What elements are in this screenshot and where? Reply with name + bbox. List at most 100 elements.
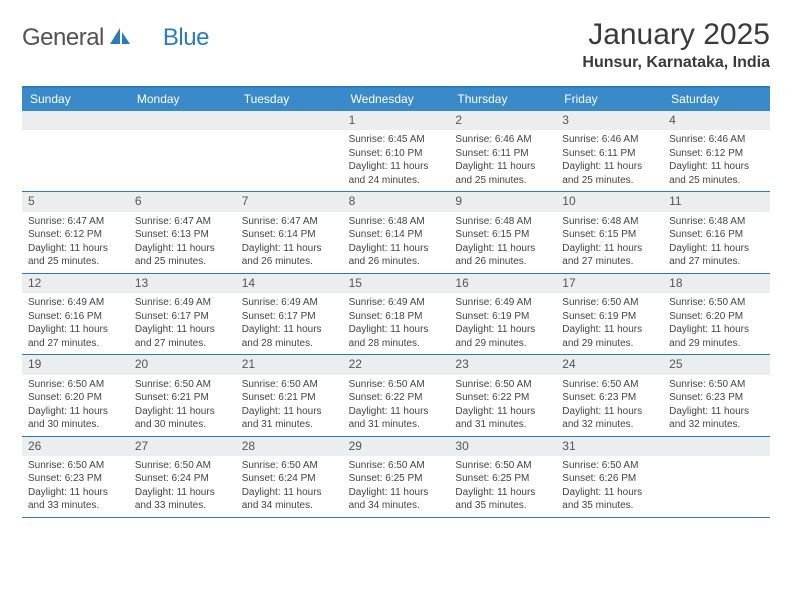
- day-sun-info: Sunrise: 6:50 AMSunset: 6:23 PMDaylight:…: [556, 375, 663, 436]
- day-number: 14: [236, 274, 343, 293]
- brand-sail-icon: [109, 26, 131, 51]
- day-number: 11: [663, 192, 770, 211]
- day-number: 13: [129, 274, 236, 293]
- brand-logo: General Blue: [22, 18, 209, 52]
- day-sun-info: Sunrise: 6:48 AMSunset: 6:15 PMDaylight:…: [556, 212, 663, 273]
- day-sun-info: Sunrise: 6:49 AMSunset: 6:19 PMDaylight:…: [449, 293, 556, 354]
- day-cell: 11Sunrise: 6:48 AMSunset: 6:16 PMDayligh…: [663, 192, 770, 272]
- week-row: 5Sunrise: 6:47 AMSunset: 6:12 PMDaylight…: [22, 192, 770, 273]
- day-cell: 12Sunrise: 6:49 AMSunset: 6:16 PMDayligh…: [22, 274, 129, 354]
- day-sun-info: Sunrise: 6:50 AMSunset: 6:24 PMDaylight:…: [129, 456, 236, 517]
- weekday-header: Friday: [556, 88, 663, 111]
- day-number: 25: [663, 355, 770, 374]
- day-sun-info: Sunrise: 6:49 AMSunset: 6:17 PMDaylight:…: [236, 293, 343, 354]
- empty-day-cell: [22, 111, 129, 191]
- day-sun-info: Sunrise: 6:50 AMSunset: 6:24 PMDaylight:…: [236, 456, 343, 517]
- day-sun-info: Sunrise: 6:50 AMSunset: 6:21 PMDaylight:…: [129, 375, 236, 436]
- day-number: [129, 111, 236, 130]
- day-number: 22: [343, 355, 450, 374]
- day-cell: 15Sunrise: 6:49 AMSunset: 6:18 PMDayligh…: [343, 274, 450, 354]
- weekday-header: Sunday: [22, 88, 129, 111]
- day-cell: 30Sunrise: 6:50 AMSunset: 6:25 PMDayligh…: [449, 437, 556, 517]
- day-number: 8: [343, 192, 450, 211]
- day-number: 19: [22, 355, 129, 374]
- day-sun-info: Sunrise: 6:46 AMSunset: 6:11 PMDaylight:…: [449, 130, 556, 191]
- day-number: 27: [129, 437, 236, 456]
- day-sun-info: Sunrise: 6:50 AMSunset: 6:26 PMDaylight:…: [556, 456, 663, 517]
- week-row: 26Sunrise: 6:50 AMSunset: 6:23 PMDayligh…: [22, 437, 770, 518]
- day-number: 30: [449, 437, 556, 456]
- day-cell: 14Sunrise: 6:49 AMSunset: 6:17 PMDayligh…: [236, 274, 343, 354]
- week-row: 1Sunrise: 6:45 AMSunset: 6:10 PMDaylight…: [22, 111, 770, 192]
- day-cell: 29Sunrise: 6:50 AMSunset: 6:25 PMDayligh…: [343, 437, 450, 517]
- day-number: 10: [556, 192, 663, 211]
- day-cell: 7Sunrise: 6:47 AMSunset: 6:14 PMDaylight…: [236, 192, 343, 272]
- calendar-table: SundayMondayTuesdayWednesdayThursdayFrid…: [22, 86, 770, 518]
- week-row: 19Sunrise: 6:50 AMSunset: 6:20 PMDayligh…: [22, 355, 770, 436]
- weekday-header: Thursday: [449, 88, 556, 111]
- day-sun-info: Sunrise: 6:50 AMSunset: 6:25 PMDaylight:…: [343, 456, 450, 517]
- day-cell: 18Sunrise: 6:50 AMSunset: 6:20 PMDayligh…: [663, 274, 770, 354]
- day-cell: 24Sunrise: 6:50 AMSunset: 6:23 PMDayligh…: [556, 355, 663, 435]
- calendar-body: 1Sunrise: 6:45 AMSunset: 6:10 PMDaylight…: [22, 111, 770, 518]
- day-sun-info: Sunrise: 6:46 AMSunset: 6:12 PMDaylight:…: [663, 130, 770, 191]
- weekday-header: Monday: [129, 88, 236, 111]
- day-cell: 27Sunrise: 6:50 AMSunset: 6:24 PMDayligh…: [129, 437, 236, 517]
- day-cell: 9Sunrise: 6:48 AMSunset: 6:15 PMDaylight…: [449, 192, 556, 272]
- day-sun-info: Sunrise: 6:48 AMSunset: 6:16 PMDaylight:…: [663, 212, 770, 273]
- weekday-header: Tuesday: [236, 88, 343, 111]
- day-number: [22, 111, 129, 130]
- day-number: 17: [556, 274, 663, 293]
- day-cell: 28Sunrise: 6:50 AMSunset: 6:24 PMDayligh…: [236, 437, 343, 517]
- day-sun-info: Sunrise: 6:50 AMSunset: 6:23 PMDaylight:…: [663, 375, 770, 436]
- day-sun-info: Sunrise: 6:47 AMSunset: 6:14 PMDaylight:…: [236, 212, 343, 273]
- month-title: January 2025: [582, 18, 770, 52]
- day-sun-info: Sunrise: 6:49 AMSunset: 6:18 PMDaylight:…: [343, 293, 450, 354]
- day-cell: 22Sunrise: 6:50 AMSunset: 6:22 PMDayligh…: [343, 355, 450, 435]
- day-number: 20: [129, 355, 236, 374]
- day-cell: 3Sunrise: 6:46 AMSunset: 6:11 PMDaylight…: [556, 111, 663, 191]
- day-number: 15: [343, 274, 450, 293]
- day-number: 2: [449, 111, 556, 130]
- empty-day-cell: [129, 111, 236, 191]
- day-number: 18: [663, 274, 770, 293]
- week-row: 12Sunrise: 6:49 AMSunset: 6:16 PMDayligh…: [22, 274, 770, 355]
- day-sun-info: Sunrise: 6:49 AMSunset: 6:17 PMDaylight:…: [129, 293, 236, 354]
- weekday-header: Wednesday: [343, 88, 450, 111]
- day-sun-info: Sunrise: 6:50 AMSunset: 6:21 PMDaylight:…: [236, 375, 343, 436]
- day-cell: 19Sunrise: 6:50 AMSunset: 6:20 PMDayligh…: [22, 355, 129, 435]
- day-sun-info: Sunrise: 6:45 AMSunset: 6:10 PMDaylight:…: [343, 130, 450, 191]
- day-number: [236, 111, 343, 130]
- day-cell: 8Sunrise: 6:48 AMSunset: 6:14 PMDaylight…: [343, 192, 450, 272]
- day-cell: 13Sunrise: 6:49 AMSunset: 6:17 PMDayligh…: [129, 274, 236, 354]
- day-cell: 1Sunrise: 6:45 AMSunset: 6:10 PMDaylight…: [343, 111, 450, 191]
- day-cell: 5Sunrise: 6:47 AMSunset: 6:12 PMDaylight…: [22, 192, 129, 272]
- day-number: 7: [236, 192, 343, 211]
- day-number: 1: [343, 111, 450, 130]
- day-cell: 16Sunrise: 6:49 AMSunset: 6:19 PMDayligh…: [449, 274, 556, 354]
- day-number: 21: [236, 355, 343, 374]
- day-sun-info: Sunrise: 6:50 AMSunset: 6:19 PMDaylight:…: [556, 293, 663, 354]
- day-number: 16: [449, 274, 556, 293]
- day-sun-info: Sunrise: 6:50 AMSunset: 6:22 PMDaylight:…: [343, 375, 450, 436]
- day-cell: 6Sunrise: 6:47 AMSunset: 6:13 PMDaylight…: [129, 192, 236, 272]
- day-sun-info: Sunrise: 6:48 AMSunset: 6:14 PMDaylight:…: [343, 212, 450, 273]
- title-block: January 2025 Hunsur, Karnataka, India: [582, 18, 770, 72]
- day-number: 3: [556, 111, 663, 130]
- weekday-header-row: SundayMondayTuesdayWednesdayThursdayFrid…: [22, 88, 770, 111]
- day-number: 12: [22, 274, 129, 293]
- day-sun-info: Sunrise: 6:50 AMSunset: 6:25 PMDaylight:…: [449, 456, 556, 517]
- day-sun-info: Sunrise: 6:48 AMSunset: 6:15 PMDaylight:…: [449, 212, 556, 273]
- day-number: 6: [129, 192, 236, 211]
- day-sun-info: Sunrise: 6:50 AMSunset: 6:20 PMDaylight:…: [22, 375, 129, 436]
- day-cell: 26Sunrise: 6:50 AMSunset: 6:23 PMDayligh…: [22, 437, 129, 517]
- day-sun-info: Sunrise: 6:47 AMSunset: 6:13 PMDaylight:…: [129, 212, 236, 273]
- day-cell: 23Sunrise: 6:50 AMSunset: 6:22 PMDayligh…: [449, 355, 556, 435]
- day-number: 26: [22, 437, 129, 456]
- day-number: 31: [556, 437, 663, 456]
- day-cell: 20Sunrise: 6:50 AMSunset: 6:21 PMDayligh…: [129, 355, 236, 435]
- day-cell: 10Sunrise: 6:48 AMSunset: 6:15 PMDayligh…: [556, 192, 663, 272]
- day-cell: 2Sunrise: 6:46 AMSunset: 6:11 PMDaylight…: [449, 111, 556, 191]
- weekday-header: Saturday: [663, 88, 770, 111]
- empty-day-cell: [236, 111, 343, 191]
